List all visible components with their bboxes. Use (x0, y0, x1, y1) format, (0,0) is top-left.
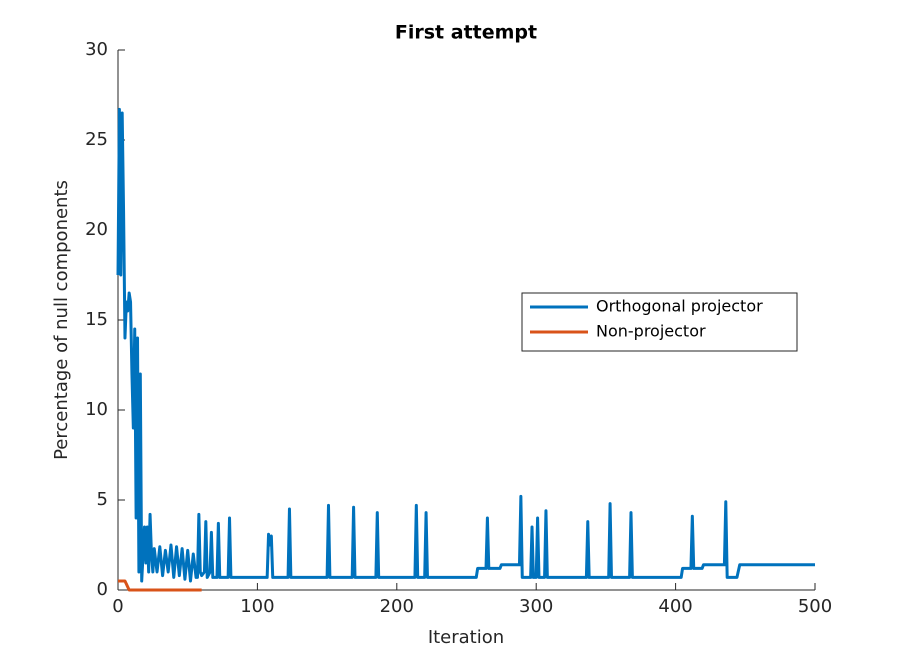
y-axis-label: Percentage of null components (51, 180, 72, 460)
x-tick-label: 500 (798, 596, 832, 617)
y-tick-label: 0 (97, 579, 108, 600)
x-axis-label: Iteration (428, 627, 504, 648)
y-tick-label: 20 (85, 219, 108, 240)
y-tick-label: 15 (85, 309, 108, 330)
legend-label: Non-projector (596, 322, 706, 341)
chart-title: First attempt (395, 22, 537, 44)
x-tick-label: 400 (658, 596, 692, 617)
x-tick-label: 100 (240, 596, 274, 617)
y-tick-label: 30 (85, 39, 108, 60)
x-tick-label: 200 (380, 596, 414, 617)
legend-box (521, 292, 798, 352)
x-tick-label: 300 (519, 596, 553, 617)
y-tick-label: 5 (97, 489, 108, 510)
series-line (118, 579, 202, 592)
series-line (116, 107, 815, 583)
y-tick-label: 25 (85, 129, 108, 150)
legend-label: Orthogonal projector (596, 297, 763, 316)
y-tick-label: 10 (85, 399, 108, 420)
x-tick-label: 0 (112, 596, 123, 617)
